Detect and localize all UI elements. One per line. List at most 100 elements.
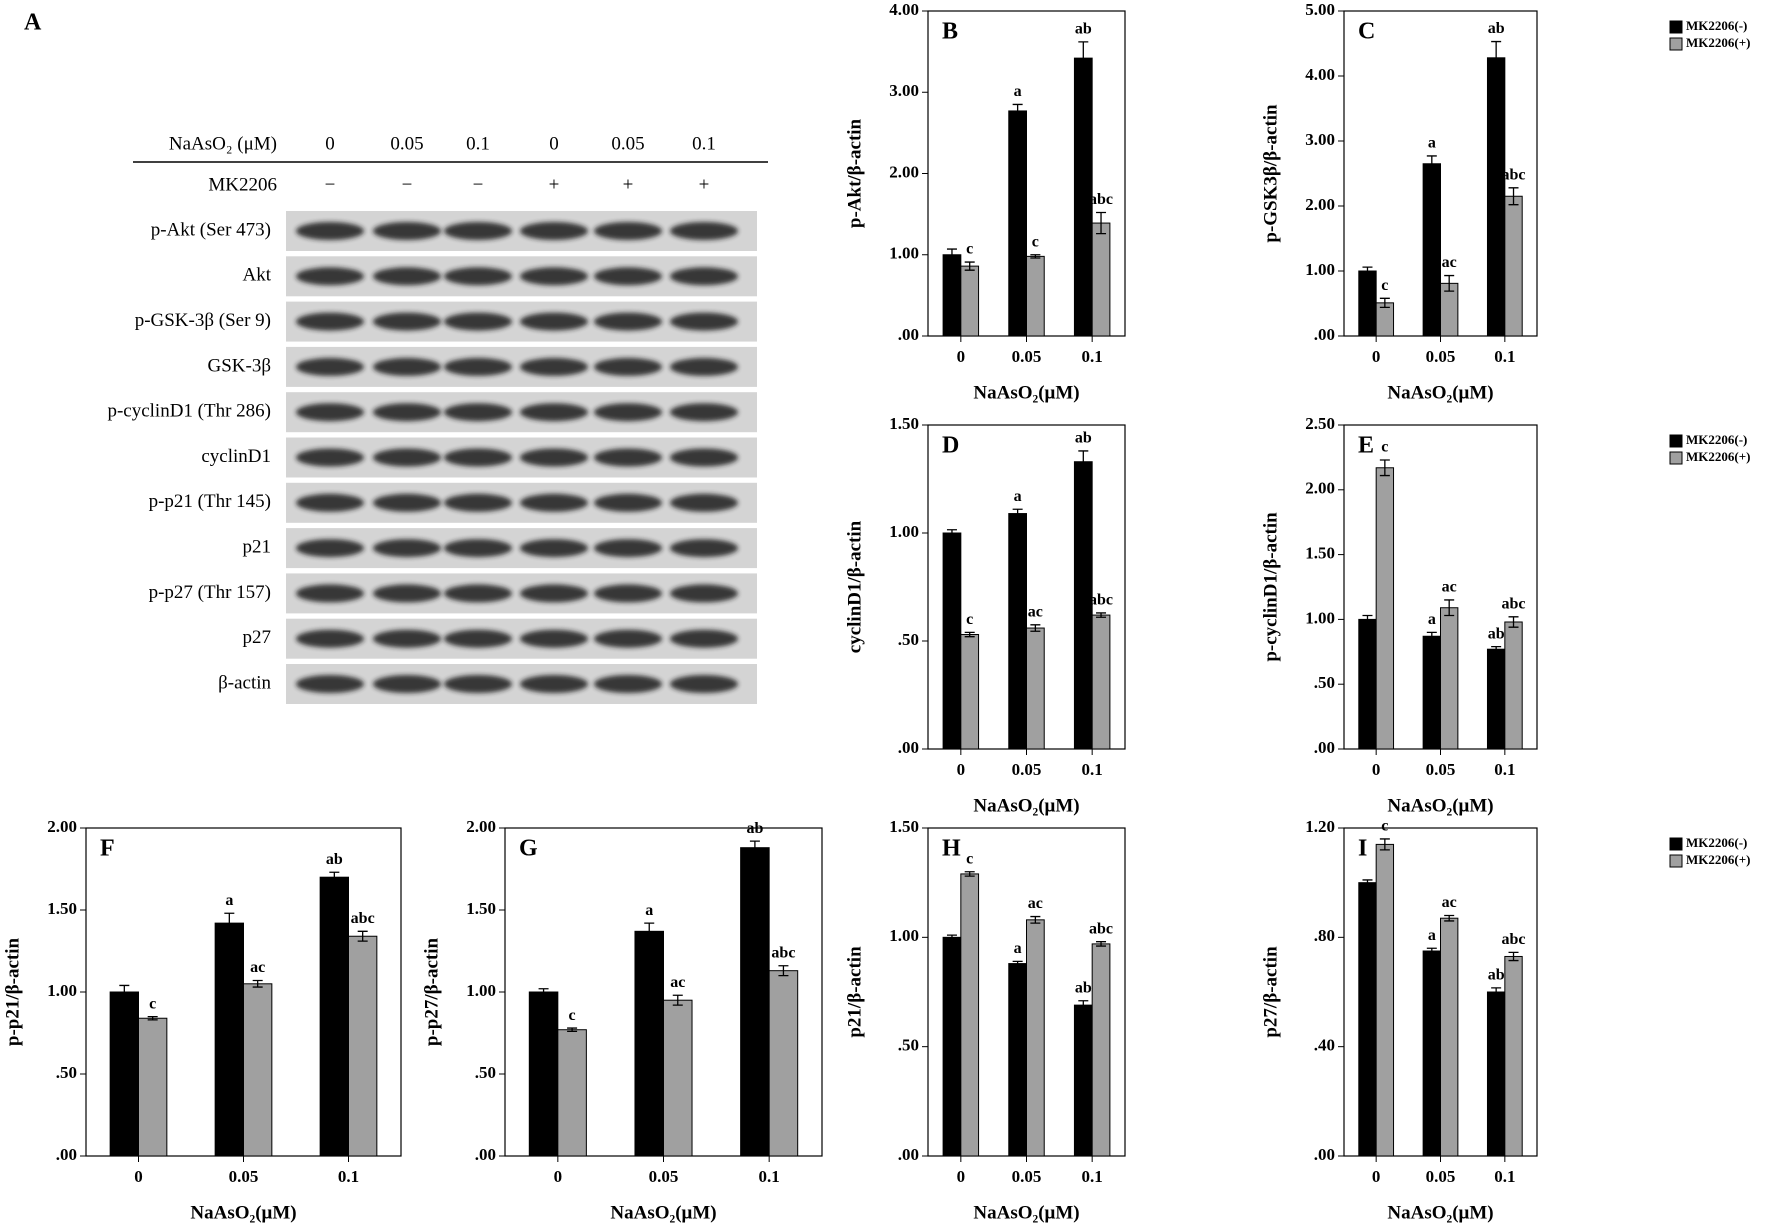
- blot-band: [296, 312, 364, 331]
- panel-label: F: [100, 836, 115, 862]
- significance-label: a: [1014, 488, 1022, 505]
- bar: [1091, 943, 1111, 1157]
- y-tick-label: 1.50: [889, 414, 919, 433]
- significance-label: c: [1381, 439, 1388, 456]
- y-tick-label: .50: [475, 1063, 496, 1082]
- blot-band: [520, 584, 588, 603]
- significance-label: ac: [1442, 254, 1457, 271]
- error-bar: [1078, 41, 1089, 76]
- x-axis-label: NaAsO₂(μM): [190, 1202, 296, 1223]
- significance-label: a: [1428, 611, 1436, 628]
- y-tick-label: .80: [1314, 926, 1335, 945]
- significance-label: ac: [1442, 894, 1457, 911]
- blot-band: [444, 222, 512, 240]
- y-axis-label: p21/β-actin: [844, 946, 865, 1038]
- significance-label: c: [569, 1007, 576, 1024]
- bar: [109, 991, 140, 1157]
- blot-band: [444, 539, 512, 558]
- y-tick-label: 1.50: [889, 817, 919, 836]
- blot-band: [444, 312, 512, 331]
- significance-label: ab: [1488, 625, 1505, 642]
- blot-band: [670, 403, 738, 422]
- legend-swatch: [1669, 854, 1683, 868]
- x-tick-label: 0: [957, 347, 966, 366]
- legend-swatch: [1669, 837, 1683, 851]
- treatment-label: NaAsO₂ (μM): [169, 133, 277, 154]
- significance-label: abc: [1502, 166, 1526, 183]
- x-axis-label: NaAsO₂(μM): [973, 382, 1079, 403]
- legend-label: MK2206(+): [1686, 449, 1750, 464]
- blot-band: [670, 357, 738, 376]
- blot-band: [594, 403, 662, 422]
- x-tick-label: 0: [134, 1167, 143, 1186]
- y-tick-label: 2.00: [466, 817, 496, 836]
- legend-swatch: [1669, 37, 1683, 51]
- y-tick-label: .50: [1314, 673, 1335, 692]
- blot-band: [444, 584, 512, 603]
- error-bar: [147, 1015, 158, 1021]
- y-axis-label: p27/β-actin: [1260, 946, 1281, 1038]
- significance-label: c: [966, 611, 973, 628]
- x-tick-label: 0.1: [338, 1167, 359, 1186]
- blot-band: [670, 312, 738, 331]
- y-tick-label: 4.00: [889, 0, 919, 19]
- error-bar: [1444, 274, 1455, 292]
- blot-band: [444, 675, 512, 693]
- lane-label: 0.1: [466, 133, 490, 154]
- bar: [1504, 621, 1523, 750]
- blot-band: [373, 222, 441, 240]
- legend-label: MK2206(+): [1686, 35, 1750, 50]
- significance-label: ab: [1488, 20, 1505, 37]
- x-tick-label: 0: [957, 1167, 966, 1186]
- error-bar: [567, 1027, 578, 1033]
- blot-band: [670, 267, 738, 286]
- lane-label: −: [325, 174, 336, 195]
- significance-label: a: [645, 902, 653, 919]
- blot-band: [594, 312, 662, 331]
- x-tick-label: 0.05: [1426, 760, 1456, 779]
- blot-band: [520, 629, 588, 648]
- row-label: p27: [243, 627, 272, 648]
- bar: [942, 936, 962, 1157]
- row-label: p-GSK-3β (Ser 9): [135, 310, 271, 331]
- significance-label: ab: [746, 820, 763, 837]
- error-bar: [1508, 951, 1519, 962]
- error-bar: [1012, 103, 1023, 119]
- bar: [960, 265, 980, 337]
- error-bar: [1012, 960, 1023, 967]
- lane-label: 0.1: [692, 133, 716, 154]
- blot-band: [594, 539, 662, 558]
- row-label: p-p27 (Thr 157): [149, 582, 271, 603]
- panel-label: A: [24, 10, 42, 36]
- blot-band: [296, 267, 364, 286]
- error-bar: [1491, 645, 1502, 653]
- significance-label: c: [1381, 277, 1388, 294]
- x-tick-label: 0.1: [1494, 1167, 1515, 1186]
- blot-band: [670, 584, 738, 603]
- significance-label: abc: [351, 910, 375, 927]
- bar: [243, 983, 273, 1157]
- bar: [1073, 1004, 1093, 1157]
- error-bar: [119, 984, 130, 1000]
- error-bar: [964, 261, 975, 271]
- significance-label: ab: [1075, 21, 1092, 38]
- significance-label: a: [1428, 927, 1436, 944]
- row-label: p21: [243, 536, 272, 557]
- error-bar: [1030, 915, 1041, 924]
- significance-label: abc: [1089, 191, 1113, 208]
- bar: [663, 999, 693, 1157]
- significance-label: c: [966, 850, 973, 867]
- legend-label: MK2206(+): [1686, 852, 1750, 867]
- bar: [1440, 917, 1459, 1157]
- error-bar: [1362, 266, 1373, 276]
- blot-band: [373, 403, 441, 422]
- blot-band: [520, 312, 588, 331]
- panel-label: D: [942, 433, 959, 459]
- y-axis-label: p-GSK3β/β-actin: [1260, 104, 1281, 243]
- significance-label: ac: [670, 974, 685, 991]
- bar: [960, 873, 980, 1157]
- x-tick-label: 0.05: [649, 1167, 679, 1186]
- significance-label: c: [966, 241, 973, 258]
- x-tick-label: 0.1: [759, 1167, 780, 1186]
- significance-label: ac: [1442, 579, 1457, 596]
